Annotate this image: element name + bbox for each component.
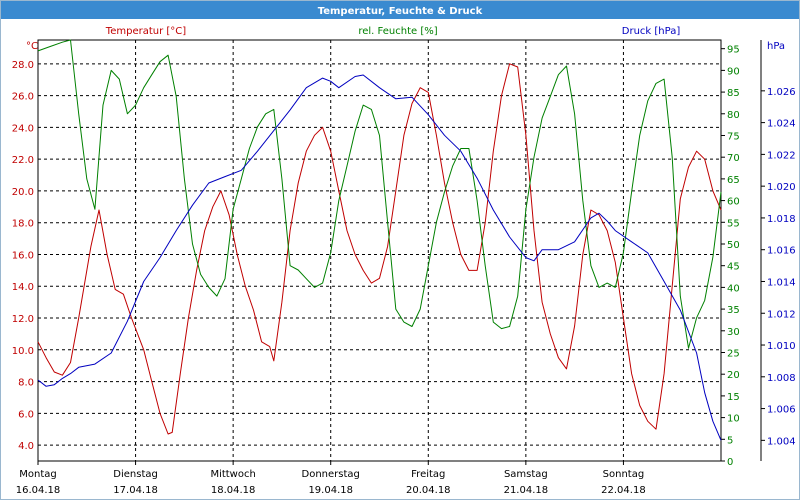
temperature-tick-label: 6.0 [18, 409, 34, 420]
humidity-tick-label: 80 [727, 110, 740, 121]
pressure-tick-label: 1.006 [767, 405, 796, 416]
temperature-tick-label: 26.0 [12, 92, 34, 103]
pressure-tick-label: 1.022 [767, 150, 796, 161]
temperature-tick-label: 18.0 [12, 219, 34, 230]
grid [38, 40, 721, 461]
pressure-tick-label: 1.026 [767, 87, 796, 98]
humidity-tick-label: 10 [727, 414, 740, 425]
x-tick-label-date: 22.04.18 [601, 485, 646, 496]
temperature-tick-label: 8.0 [18, 378, 34, 389]
temperature-legend: Temperatur [°C] [105, 26, 186, 37]
humidity-tick-label: 95 [727, 45, 740, 56]
x-tick-label-day: Mittwoch [210, 469, 255, 480]
temperature-tick-label: 22.0 [12, 155, 34, 166]
temperature-unit: °C [26, 41, 38, 52]
humidity-tick-label: 65 [727, 175, 740, 186]
x-tick-label-date: 19.04.18 [308, 485, 353, 496]
humidity-tick-label: 45 [727, 262, 740, 273]
pressure-tick-label: 1.004 [767, 436, 796, 447]
temperature-tick-label: 10.0 [12, 346, 34, 357]
x-tick-label-day: Dienstag [113, 469, 158, 480]
humidity-legend: rel. Feuchte [%] [358, 26, 437, 37]
pressure-tick-label: 1.012 [767, 309, 796, 320]
x-tick-label-date: 20.04.18 [406, 485, 451, 496]
temperature-tick-label: 14.0 [12, 282, 34, 293]
temperature-tick-label: 16.0 [12, 250, 34, 261]
humidity-tick-label: 60 [727, 197, 740, 208]
temperature-line [37, 63, 722, 435]
x-tick-label-day: Sonntag [603, 469, 645, 480]
humidity-tick-label: 90 [727, 66, 740, 77]
pressure-legend: Druck [hPa] [622, 26, 681, 37]
x-tick-label-day: Montag [19, 469, 56, 480]
temperature-tick-label: 20.0 [12, 187, 34, 198]
temperature-tick-label: 4.0 [18, 441, 34, 452]
pressure-tick-label: 1.016 [767, 246, 796, 257]
humidity-tick-label: 50 [727, 240, 740, 251]
pressure-tick-label: 1.020 [767, 182, 796, 193]
pressure-line [37, 74, 722, 441]
humidity-tick-label: 70 [727, 153, 740, 164]
temperature-tick-label: 24.0 [12, 123, 34, 134]
pressure-unit: hPa [767, 41, 785, 52]
humidity-tick-label: 40 [727, 283, 740, 294]
x-tick-label-day: Donnerstag [302, 469, 360, 480]
humidity-tick-label: 5 [727, 435, 733, 446]
humidity-tick-label: 15 [727, 392, 740, 403]
pressure-tick-label: 1.024 [767, 119, 796, 130]
temperature-tick-label: 12.0 [12, 314, 34, 325]
pressure-tick-label: 1.014 [767, 277, 796, 288]
pressure-tick-label: 1.010 [767, 341, 796, 352]
humidity-tick-label: 35 [727, 305, 740, 316]
x-tick-label-day: Freitag [411, 469, 445, 480]
humidity-tick-label: 30 [727, 327, 740, 338]
x-tick-label-day: Samstag [504, 469, 548, 480]
temperature-tick-label: 28.0 [12, 60, 34, 71]
pressure-tick-label: 1.018 [767, 214, 796, 225]
humidity-tick-label: 25 [727, 348, 740, 359]
title-bar [1, 1, 799, 19]
humidity-tick-label: 55 [727, 218, 740, 229]
humidity-tick-label: 20 [727, 370, 740, 381]
humidity-tick-label: 75 [727, 131, 740, 142]
x-tick-label-date: 17.04.18 [113, 485, 158, 496]
x-tick-label-date: 16.04.18 [16, 485, 61, 496]
x-tick-label-date: 21.04.18 [504, 485, 549, 496]
humidity-tick-label: 0 [727, 457, 733, 468]
chart-title: Temperatur, Feuchte & Druck [318, 6, 483, 17]
plot-area [37, 39, 722, 462]
humidity-tick-label: 85 [727, 88, 740, 99]
x-tick-label-date: 18.04.18 [211, 485, 256, 496]
pressure-tick-label: 1.008 [767, 373, 796, 384]
humidity-line [37, 39, 722, 349]
